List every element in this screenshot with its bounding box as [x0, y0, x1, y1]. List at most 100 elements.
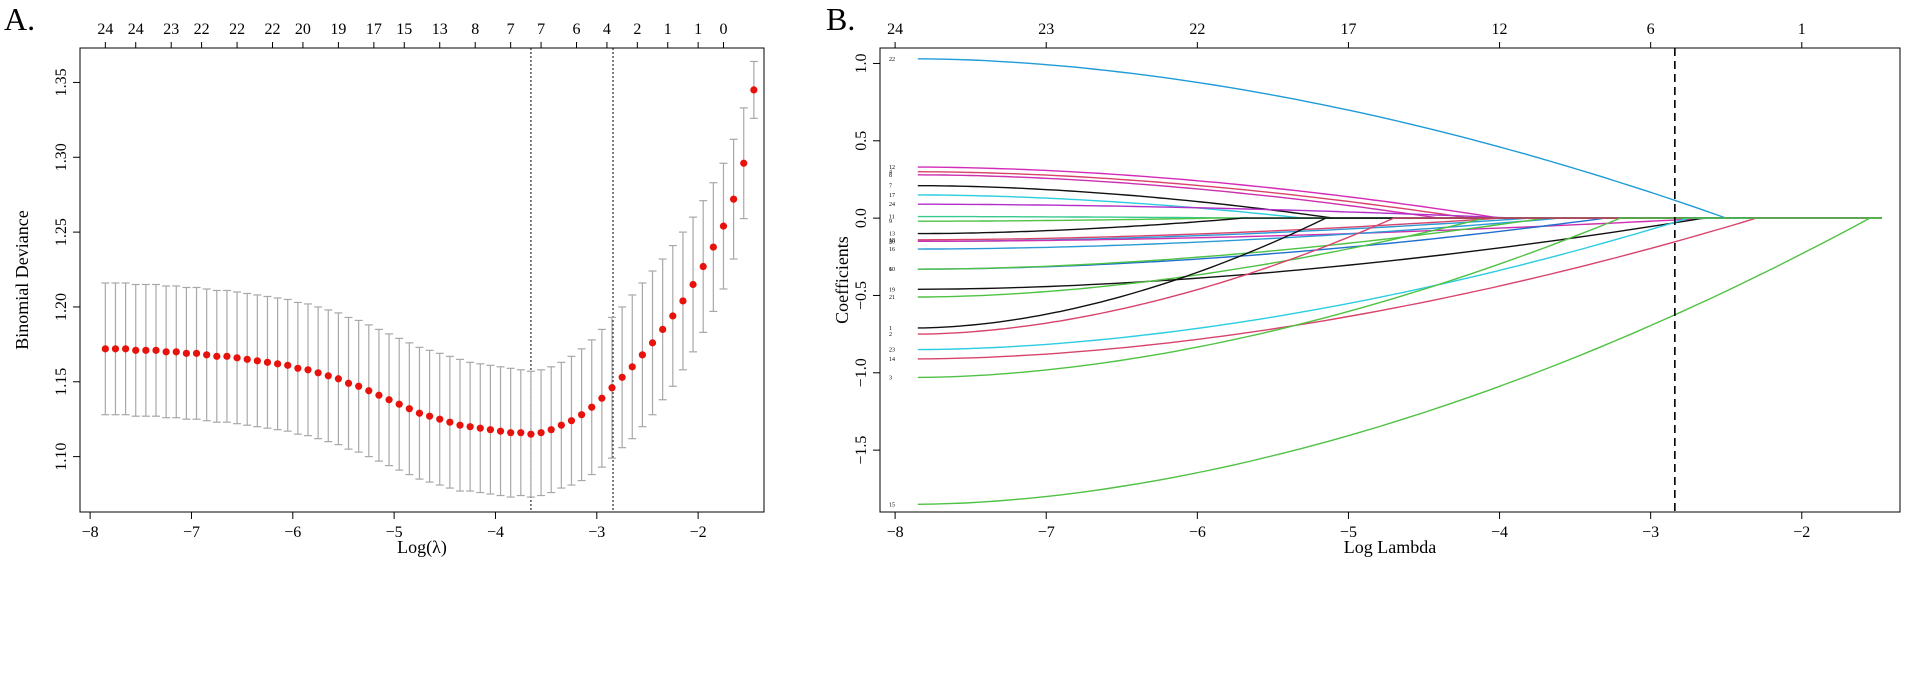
panel-a-point-2	[122, 345, 130, 353]
panel-b-path-label-21: 21	[889, 295, 895, 301]
panel-b: B. Log Lambda Coefficients 2212487172411…	[826, 1, 1901, 557]
panel-a-point-25	[355, 382, 363, 390]
panel-a-y-axis: 1.10 1.15 1.20 1.25 1.30 1.35	[53, 68, 80, 471]
panel-b-path-1	[917, 217, 1882, 329]
panel-a-point-31	[415, 409, 424, 417]
panel-a-toplabel-11: 8	[471, 21, 479, 38]
panel-a-xtick-label-2: −6	[284, 524, 301, 541]
panel-a-ytick-label-3: 1.25	[53, 218, 70, 246]
panel-b-path-label-5: 5	[889, 239, 892, 245]
panel-a-point-42	[527, 430, 535, 438]
panel-b-path-label-18: 18	[889, 238, 895, 244]
panel-b-path-label-16: 16	[889, 247, 895, 253]
panel-a-point-18	[284, 361, 292, 369]
panel-b-x-axis: −8 −7 −6 −5 −4 −3 −2	[887, 512, 1810, 541]
panel-b-path-label-6: 6	[889, 267, 892, 273]
panel-b-path-label-10: 10	[889, 267, 895, 273]
panel-a-xtick-label-6: −2	[690, 524, 707, 541]
panel-b-path-2	[917, 217, 1882, 335]
panel-a-point-59	[699, 262, 707, 271]
panel-a-point-15	[253, 357, 261, 365]
panel-a-point-16	[263, 358, 272, 366]
panel-b-toplabel-2: 22	[1189, 21, 1205, 38]
panel-b-path-label-9: 9	[889, 219, 892, 225]
panel-a-top-axis: 24 24 23 22 22 22 20 19 17 15 13 8 7 7 6 4 2 1 1 0	[97, 21, 727, 48]
panel-b-path-label-8: 8	[889, 173, 892, 179]
panel-a-toplabel-18: 1	[694, 21, 702, 38]
panel-b-y-axis: −1.5 −1.0 −0.5 0.0 0.5 1.0	[853, 53, 880, 465]
panel-a-point-13	[233, 354, 241, 362]
panel-a-point-24	[344, 379, 353, 387]
panel-a-ytick-label-1: 1.15	[53, 368, 70, 396]
panel-a-point-1	[111, 345, 120, 353]
panel-b-toplabel-3: 17	[1340, 21, 1356, 38]
panel-a-point-29	[395, 400, 403, 408]
panel-a-point-32	[426, 412, 434, 420]
panel-b-path-12	[917, 166, 1882, 219]
panel-a-label: A.	[4, 1, 35, 37]
panel-a-point-23	[334, 375, 342, 383]
panel-b-path-3	[917, 217, 1882, 379]
panel-a-point-56	[669, 312, 677, 320]
panel-a-point-9	[192, 349, 201, 357]
panel-b-xtick-label-4: −4	[1491, 524, 1508, 541]
panel-a-point-10	[203, 351, 211, 359]
panel-b-path-16	[917, 217, 1882, 250]
panel-a-toplabel-5: 22	[265, 21, 281, 38]
panel-b-xtick-label-3: −5	[1340, 524, 1357, 541]
panel-b-path-18	[917, 217, 1882, 241]
panel-a-point-8	[182, 349, 190, 357]
panel-b-ytick-label-5: 1.0	[853, 53, 870, 73]
panel-a-point-14	[243, 355, 251, 363]
panel-a-point-26	[365, 387, 373, 395]
panel-b-ytick-label-3: 0.0	[853, 208, 870, 228]
panel-b-path-label-2: 2	[889, 332, 892, 338]
panel-b-xlabel: Log Lambda	[1344, 537, 1436, 557]
panel-a-point-62	[730, 195, 738, 203]
panel-a-point-64	[750, 86, 758, 94]
panel-a-point-39	[496, 427, 505, 435]
panel-a-point-6	[162, 348, 170, 356]
panel-a-point-45	[557, 421, 565, 429]
panel-b-path-label-17: 17	[889, 193, 895, 199]
panel-a-point-48	[588, 403, 596, 411]
panel-a-point-36	[466, 423, 474, 431]
panel-a-xtick-label-1: −7	[183, 524, 200, 541]
panel-a-point-21	[314, 369, 322, 377]
panel-a-point-27	[375, 391, 383, 399]
panel-b-toplabel-5: 6	[1647, 21, 1655, 38]
panel-a-point-53	[638, 351, 647, 359]
panel-a-point-52	[628, 363, 636, 371]
panel-b-toplabel-1: 23	[1038, 21, 1054, 38]
panel-b-path-23	[917, 217, 1882, 351]
panel-b-path-5	[917, 217, 1882, 243]
panel-a-point-51	[618, 373, 626, 381]
panel-a-point-54	[648, 339, 657, 347]
panel-b-top-axis: 24 23 22 17 12 6 1	[887, 21, 1806, 48]
panel-a-toplabel-8: 17	[366, 21, 382, 38]
panel-b-path-label-15: 15	[889, 502, 895, 508]
panel-a: A. Log(λ) Binomial Deviance −8 −7 −6 −5 −4 −3…	[4, 1, 765, 558]
panel-a-ytick-label-5: 1.35	[53, 68, 70, 96]
panel-a-point-22	[324, 372, 332, 380]
panel-b-path-24	[917, 203, 1882, 219]
panel-b-xtick-label-5: −3	[1642, 524, 1659, 541]
panel-a-toplabel-1: 24	[128, 21, 144, 38]
panel-a-toplabel-10: 13	[432, 21, 448, 38]
panel-b-path-label-11: 11	[889, 215, 895, 221]
panel-b-path-label-19: 19	[889, 287, 895, 293]
panel-a-point-47	[578, 411, 586, 419]
panel-a-point-43	[537, 429, 545, 437]
panel-b-path-label-23: 23	[889, 348, 895, 354]
panel-b-path-15	[917, 217, 1882, 505]
panel-a-point-41	[517, 429, 525, 437]
panel-a-point-55	[659, 325, 667, 333]
panel-b-plot-frame	[879, 47, 1901, 513]
panel-a-point-38	[486, 426, 494, 434]
panel-a-toplabel-6: 20	[295, 21, 311, 38]
panel-b-path-6	[917, 217, 1882, 270]
panel-a-xtick-label-5: −3	[588, 524, 605, 541]
panel-a-reference-lines	[530, 48, 614, 512]
panel-a-point-61	[719, 222, 728, 230]
